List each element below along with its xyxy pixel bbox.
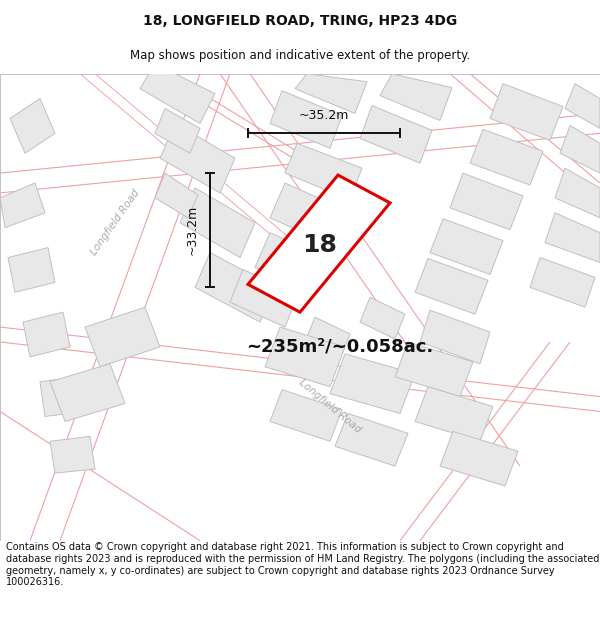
Polygon shape [415, 259, 488, 314]
Polygon shape [335, 414, 408, 466]
Polygon shape [8, 248, 55, 292]
Polygon shape [155, 109, 200, 153]
Polygon shape [560, 126, 600, 173]
Polygon shape [140, 64, 215, 123]
Polygon shape [50, 364, 125, 421]
Text: Contains OS data © Crown copyright and database right 2021. This information is : Contains OS data © Crown copyright and d… [6, 542, 599, 587]
Polygon shape [360, 106, 432, 163]
Polygon shape [40, 377, 85, 416]
Polygon shape [470, 129, 543, 185]
Polygon shape [195, 253, 275, 322]
Polygon shape [285, 143, 362, 200]
Polygon shape [23, 312, 70, 357]
Polygon shape [330, 354, 415, 414]
Polygon shape [270, 389, 342, 441]
Text: Longfield Road: Longfield Road [89, 188, 142, 258]
Polygon shape [545, 213, 600, 262]
Polygon shape [305, 317, 350, 359]
Polygon shape [270, 183, 345, 244]
Polygon shape [360, 298, 405, 339]
Text: 18: 18 [302, 232, 337, 257]
Text: ~35.2m: ~35.2m [299, 109, 349, 122]
Polygon shape [295, 74, 367, 114]
Text: ~235m²/~0.058ac.: ~235m²/~0.058ac. [247, 338, 434, 356]
Polygon shape [50, 436, 95, 473]
Polygon shape [530, 258, 595, 307]
Polygon shape [380, 74, 452, 121]
Polygon shape [440, 431, 518, 486]
Polygon shape [490, 84, 563, 140]
Polygon shape [255, 232, 325, 292]
Polygon shape [395, 342, 473, 397]
Polygon shape [10, 99, 55, 153]
Polygon shape [430, 219, 503, 274]
Text: Map shows position and indicative extent of the property.: Map shows position and indicative extent… [130, 49, 470, 62]
Polygon shape [265, 327, 345, 387]
Text: Longfield Road: Longfield Road [297, 378, 363, 435]
Polygon shape [270, 91, 342, 148]
Polygon shape [565, 84, 600, 128]
Polygon shape [230, 269, 298, 327]
Polygon shape [450, 173, 523, 230]
Polygon shape [155, 173, 198, 218]
Polygon shape [415, 387, 493, 441]
Polygon shape [555, 168, 600, 217]
Polygon shape [0, 183, 45, 228]
Polygon shape [248, 175, 390, 312]
Polygon shape [160, 123, 235, 193]
Polygon shape [85, 307, 160, 367]
Polygon shape [180, 188, 255, 258]
Text: 18, LONGFIELD ROAD, TRING, HP23 4DG: 18, LONGFIELD ROAD, TRING, HP23 4DG [143, 14, 457, 28]
Text: ~33.2m: ~33.2m [185, 205, 199, 256]
Polygon shape [420, 310, 490, 364]
